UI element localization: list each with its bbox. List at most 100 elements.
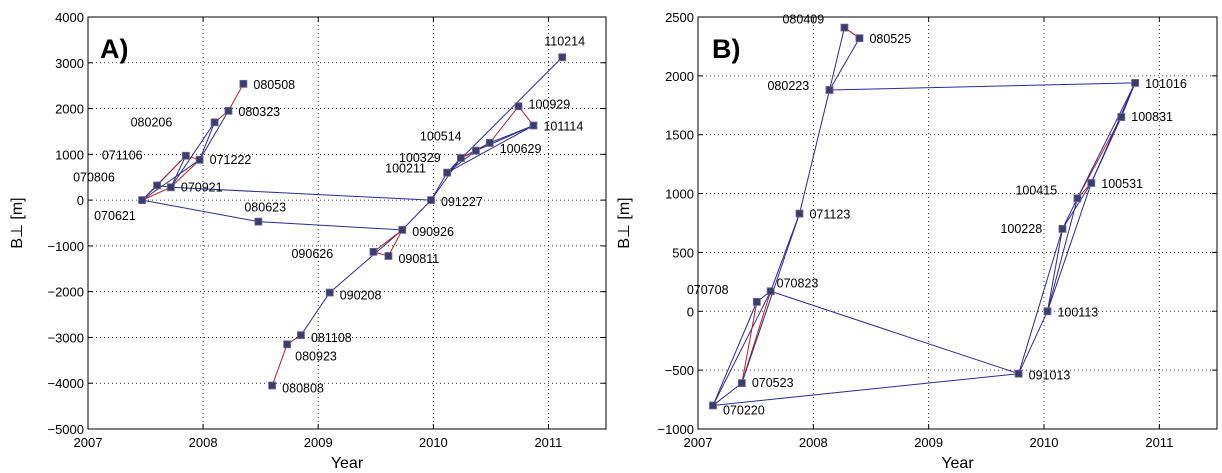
baseline-connection xyxy=(142,199,259,223)
baseline-connection xyxy=(1076,82,1136,199)
acquisition-label: 070523 xyxy=(752,376,794,390)
baseline-connection xyxy=(799,89,830,214)
baseline-connection xyxy=(387,229,403,257)
baseline-connection xyxy=(712,291,772,406)
baseline-connection xyxy=(712,301,758,406)
acquisition-marker xyxy=(224,106,233,115)
acquisition-marker xyxy=(752,297,761,306)
acquisition-label: 071106 xyxy=(102,149,143,163)
x-tick-label: 2011 xyxy=(534,435,562,450)
x-tick-label: 2007 xyxy=(684,435,713,450)
baseline-connection xyxy=(170,122,216,188)
acquisition-label: 090926 xyxy=(412,225,454,239)
acquisition-label: 100113 xyxy=(1057,305,1098,319)
acquisition-marker xyxy=(1087,179,1096,187)
y-tick-label: 1500 xyxy=(665,128,694,143)
baseline-connection xyxy=(1090,82,1136,184)
baseline-connection xyxy=(828,27,845,91)
baseline-connection xyxy=(373,229,403,253)
acquisition-marker xyxy=(514,102,523,111)
baseline-connection xyxy=(199,122,216,161)
acquisition-marker xyxy=(737,379,746,387)
acquisition-label: 090811 xyxy=(398,252,439,266)
y-tick-label: 2500 xyxy=(665,10,694,25)
acquisition-marker xyxy=(825,86,834,94)
axes-frame xyxy=(697,16,1218,430)
baseline-connection xyxy=(156,155,187,186)
chart-a: 070621 070806 070921 071106 071222 080206 0803… xyxy=(9,10,607,472)
acquisition-marker xyxy=(1014,369,1023,378)
acquisition-marker xyxy=(485,138,494,147)
baseline-connection xyxy=(770,290,1019,375)
acquisition-marker xyxy=(297,331,305,340)
y-tick-label: −1000 xyxy=(657,422,694,437)
acquisition-label: 091013 xyxy=(1029,369,1071,383)
baseline-connection xyxy=(199,110,229,161)
acquisition-marker xyxy=(166,183,175,192)
acquisition-label: 100629 xyxy=(500,142,542,156)
acquisition-label: 100531 xyxy=(1101,177,1143,191)
acquisition-label: 090208 xyxy=(340,289,382,303)
acquisition-label: 080409 xyxy=(782,13,824,27)
acquisition-label: 100514 xyxy=(420,130,462,144)
acquisition-label: 080923 xyxy=(295,349,337,363)
baseline-connection xyxy=(770,213,800,292)
x-tick-label: 2007 xyxy=(74,435,103,450)
baseline-connection xyxy=(1018,228,1063,374)
acquisition-label: 100211 xyxy=(385,162,426,176)
acquisition-marker xyxy=(153,181,161,190)
baseline-connection xyxy=(1062,182,1092,230)
baseline-connection xyxy=(712,373,1019,406)
acquisition-label: 110214 xyxy=(544,34,585,48)
acquisition-label: 070621 xyxy=(94,209,136,223)
acquisition-label: 070921 xyxy=(181,180,223,194)
acquisition-marker xyxy=(325,288,334,297)
acquisition-marker xyxy=(181,151,190,160)
y-tick-label: 4000 xyxy=(55,10,84,25)
acquisition-marker xyxy=(709,401,717,410)
baseline-connection xyxy=(446,125,534,174)
axes-frame xyxy=(87,16,607,430)
x-tick-label: 2009 xyxy=(304,435,333,450)
baseline-connection xyxy=(430,157,462,201)
acquisition-marker xyxy=(384,252,393,260)
baseline-connection xyxy=(489,105,519,144)
baseline-connection xyxy=(170,186,432,201)
acquisition-marker xyxy=(268,381,277,390)
x-axis-label: Year xyxy=(941,455,974,472)
acquisition-marker xyxy=(283,340,292,349)
baseline-connection xyxy=(300,292,331,336)
acquisition-marker xyxy=(239,79,248,88)
x-tick-label: 2008 xyxy=(189,435,218,450)
baseline-connection xyxy=(170,155,187,188)
acquisition-marker xyxy=(529,121,538,130)
acquisition-marker xyxy=(210,118,219,127)
baseline-connection xyxy=(741,301,758,384)
acquisition-marker xyxy=(1043,307,1052,316)
baseline-connection xyxy=(1018,311,1048,374)
x-tick-label: 2009 xyxy=(914,435,943,450)
acquisition-marker xyxy=(855,34,864,43)
baseline-connection xyxy=(741,213,800,384)
y-tick-label: −1000 xyxy=(47,239,84,254)
acquisition-label: 080323 xyxy=(238,105,280,119)
x-tick-label: 2011 xyxy=(1145,435,1173,450)
acquisition-label: 081108 xyxy=(311,331,352,345)
acquisition-label: 070220 xyxy=(723,403,765,417)
acquisition-label: 101016 xyxy=(1145,77,1187,91)
baseline-connection xyxy=(1046,182,1092,312)
baseline-connection xyxy=(446,56,563,173)
y-tick-label: 500 xyxy=(672,245,694,260)
baseline-connection xyxy=(1046,228,1063,312)
acquisition-label: 100831 xyxy=(1131,110,1173,124)
acquisition-label: 071123 xyxy=(809,208,850,222)
plot-area xyxy=(698,17,1217,429)
baseline-connection xyxy=(401,199,432,231)
plot-area xyxy=(88,17,606,429)
x-tick-label: 2008 xyxy=(799,435,828,450)
acquisition-marker xyxy=(443,168,452,177)
baseline-connection xyxy=(475,125,534,152)
y-tick-label: −5000 xyxy=(47,422,84,437)
acquisition-label: 100929 xyxy=(529,97,571,111)
